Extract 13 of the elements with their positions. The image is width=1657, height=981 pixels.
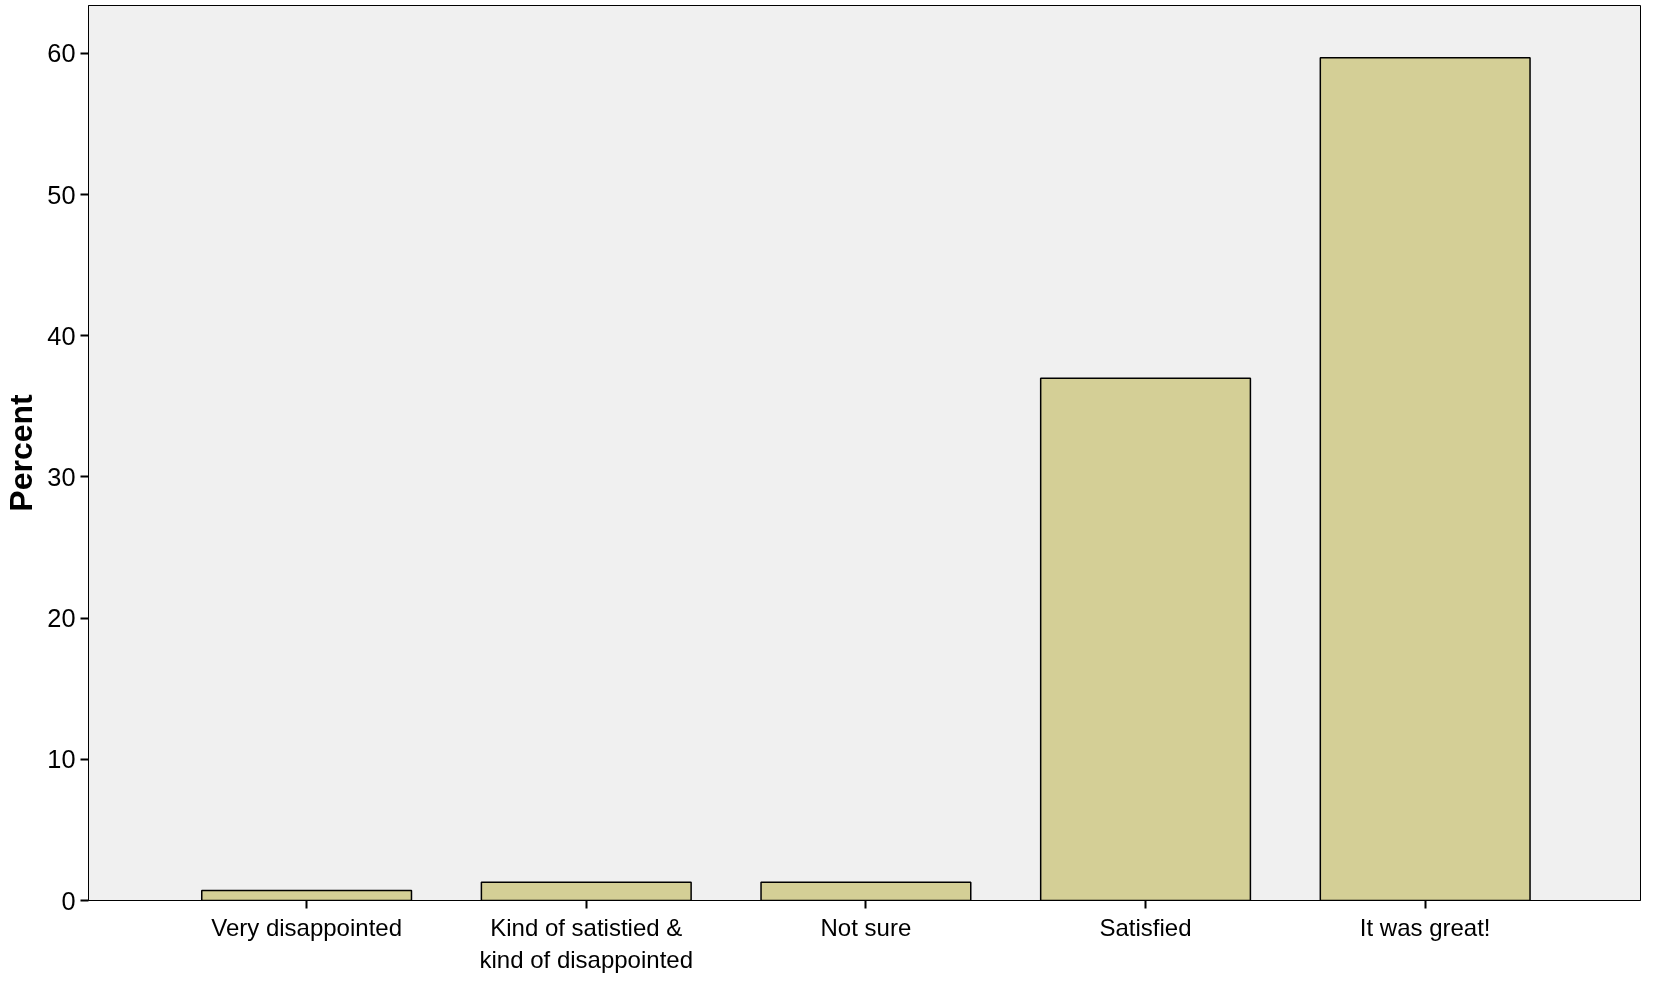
y-tick-label: 60 [47, 39, 76, 68]
x-tick-label: Not sure [820, 913, 912, 941]
x-tick-label: Satisfied [1099, 913, 1192, 941]
y-tick-label: 20 [47, 604, 76, 633]
y-tick-label: 30 [47, 463, 76, 491]
x-tick-label: Kind of satistied & kind of disappointed [479, 913, 694, 973]
x-tick-label: It was great! [1359, 913, 1491, 941]
x-tick-label: Very disappointed [211, 913, 403, 941]
y-axis-title: Percent [3, 393, 40, 512]
y-tick-label: 0 [61, 886, 76, 915]
y-tick-label: 50 [47, 180, 76, 209]
y-tick-label: 40 [47, 321, 76, 350]
y-tick-label: 10 [47, 745, 76, 774]
